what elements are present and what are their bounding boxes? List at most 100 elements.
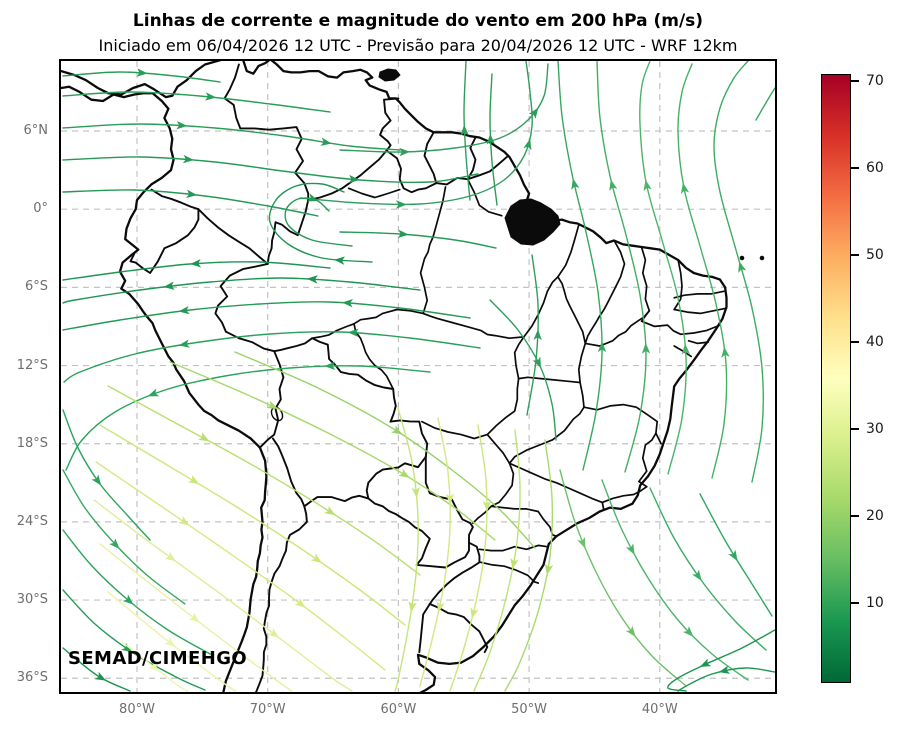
- country-border: [428, 541, 481, 605]
- streamline: [62, 71, 221, 83]
- streamline: [62, 589, 206, 691]
- streamline-arrow-icon: [266, 400, 278, 409]
- streamline-arrow-icon: [122, 594, 134, 605]
- streamline: [649, 487, 767, 651]
- streamline: [62, 277, 421, 304]
- streamline-arrow-icon: [482, 500, 492, 512]
- streamline-arrow-icon: [641, 342, 651, 354]
- lat-tick-label: 18°S: [16, 435, 48, 451]
- lon-tick-label: 70°W: [249, 702, 286, 717]
- streamline-arrow-icon: [532, 356, 542, 369]
- streamline-arrow-icon: [571, 178, 580, 190]
- streamline-arrow-icon: [577, 536, 586, 549]
- country-border: [435, 176, 469, 186]
- country-border: [258, 350, 285, 449]
- colorbar-tick-label: 50: [866, 246, 884, 263]
- state-border: [311, 322, 355, 340]
- country-border: [428, 603, 489, 654]
- state-border: [508, 406, 585, 465]
- streamline: [65, 365, 431, 471]
- streamline: [755, 87, 775, 121]
- colorbar-tick: [851, 427, 859, 430]
- streamline-arrow-icon: [164, 551, 176, 562]
- streamline: [93, 499, 353, 692]
- streamline-arrow-icon: [178, 339, 190, 348]
- map-canvas: [61, 61, 775, 692]
- lat-tick-label: 0°: [33, 201, 48, 217]
- streamline-arrow-icon: [411, 486, 420, 499]
- streamline: [596, 61, 647, 473]
- streamline-arrow-icon: [395, 200, 407, 209]
- lat-tick-label: 24°S: [16, 513, 48, 529]
- streamline: [699, 493, 773, 617]
- streamline: [667, 629, 775, 692]
- streamline-arrow-icon: [470, 607, 479, 619]
- streamline-arrow-icon: [347, 328, 359, 338]
- streamline-arrow-icon: [699, 658, 712, 667]
- colorbar-tick: [851, 340, 859, 343]
- streamline: [419, 417, 451, 687]
- state-border: [673, 307, 728, 315]
- streamline-arrow-icon: [147, 388, 160, 397]
- colorbar-tick-label: 40: [866, 333, 884, 350]
- country-border: [379, 97, 400, 152]
- streamline-arrow-icon: [320, 137, 332, 146]
- country-border: [466, 154, 510, 181]
- streamline: [121, 641, 189, 692]
- streamline-arrow-icon: [136, 68, 148, 77]
- streamline-arrow-icon: [148, 661, 160, 672]
- streamline-arrow-icon: [121, 642, 133, 653]
- streamline-arrow-icon: [182, 154, 194, 164]
- colorbar-tick: [851, 514, 859, 517]
- streamline-arrow-icon: [294, 597, 306, 608]
- country-border: [367, 497, 470, 569]
- country-border: [424, 455, 474, 544]
- streamline-arrow-icon: [718, 665, 731, 674]
- state-border: [513, 336, 525, 380]
- streamline: [557, 61, 603, 471]
- state-border: [508, 462, 604, 504]
- streamline: [62, 647, 131, 692]
- streamline: [62, 261, 331, 281]
- streamline-arrow-icon: [91, 474, 102, 486]
- streamline-arrow-icon: [163, 281, 175, 290]
- streamline-arrow-icon: [738, 261, 747, 273]
- streamline: [713, 61, 764, 483]
- streamline: [339, 231, 497, 249]
- streamline: [62, 123, 401, 151]
- streamline-arrow-icon: [324, 361, 336, 370]
- streamline-arrow-icon: [544, 563, 554, 576]
- lat-tick-label: 6°S: [24, 279, 48, 295]
- state-border: [640, 246, 651, 312]
- streamline-arrow-icon: [728, 549, 738, 562]
- streamline: [62, 91, 331, 113]
- streamline: [559, 469, 687, 687]
- state-border: [687, 339, 710, 345]
- streamline-arrow-icon: [342, 299, 354, 308]
- state-border: [421, 420, 489, 440]
- country-border: [389, 419, 429, 458]
- streamline: [107, 591, 237, 692]
- state-border: [583, 403, 662, 445]
- streamline-arrow-icon: [333, 256, 346, 265]
- country-border: [150, 188, 200, 211]
- streamline-arrow-icon: [190, 259, 202, 268]
- streamline-arrow-icon: [533, 329, 542, 341]
- streamline-arrow-icon: [188, 612, 200, 623]
- state-border: [353, 322, 395, 390]
- state-border: [490, 462, 515, 508]
- lon-tick-label: 60°W: [380, 702, 417, 717]
- streamline-arrow-icon: [391, 425, 403, 435]
- map-frame: [59, 59, 777, 694]
- coastline: [61, 85, 268, 692]
- state-border: [579, 381, 585, 409]
- streamline: [268, 182, 373, 263]
- streamline: [99, 543, 293, 692]
- island-dot: [739, 255, 745, 261]
- streamline-arrow-icon: [681, 343, 691, 355]
- country-border: [224, 330, 276, 353]
- colorbar-tick-label: 60: [866, 159, 884, 176]
- state-border: [517, 376, 581, 384]
- streamline-arrow-icon: [398, 468, 410, 478]
- colorbar-tick: [851, 253, 859, 256]
